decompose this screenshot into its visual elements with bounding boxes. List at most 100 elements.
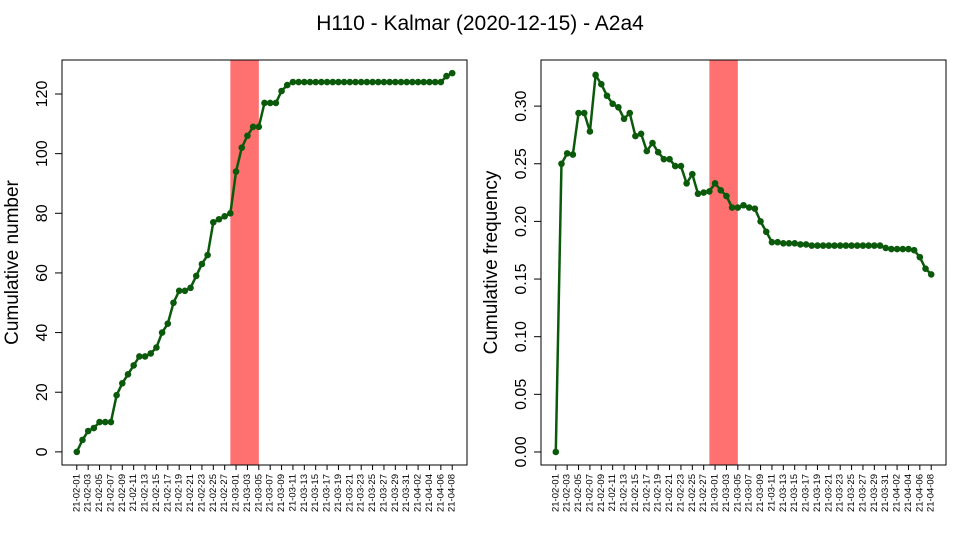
x-tick-label: 21-02-19 (653, 474, 664, 512)
data-point (420, 78, 428, 86)
data-point (831, 242, 838, 249)
x-tick-label: 21-02-01 (550, 474, 561, 512)
data-point (649, 139, 656, 147)
x-tick-label: 21-04-02 (892, 474, 903, 512)
data-point (369, 78, 376, 86)
data-point (757, 218, 764, 225)
data-point (198, 260, 206, 268)
plot-frame (540, 59, 947, 466)
x-tick-label: 21-03-07 (744, 474, 755, 512)
y-tick-label: 40 (34, 324, 51, 342)
x-tick-label: 21-02-17 (162, 474, 173, 512)
x-tick-label: 21-03-11 (287, 474, 298, 511)
x-tick-label: 21-04-08 (447, 474, 458, 512)
data-point (615, 103, 622, 111)
x-tick-label: 21-03-05 (732, 474, 743, 512)
x-tick-label: 21-02-05 (94, 474, 105, 512)
data-point (266, 99, 274, 107)
data-point (90, 424, 98, 432)
data-point (768, 238, 776, 246)
x-tick-label: 21-03-31 (880, 474, 891, 512)
x-tick-label: 21-02-23 (675, 474, 686, 512)
data-point (136, 353, 143, 360)
data-point (227, 209, 234, 217)
data-point (232, 168, 240, 175)
data-point (654, 148, 662, 156)
data-point (261, 99, 268, 107)
data-point (620, 115, 628, 123)
x-tick-label: 21-02-13 (140, 474, 151, 512)
data-point (301, 78, 308, 86)
data-line (75, 72, 453, 453)
data-point (677, 162, 685, 170)
data-point (825, 242, 833, 249)
data-point (374, 78, 382, 86)
x-tick-label: 21-02-15 (151, 474, 162, 512)
data-point (153, 344, 160, 351)
data-point (244, 132, 251, 140)
x-tick-label: 21-02-19 (174, 474, 185, 512)
x-tick-label: 21-03-21 (823, 474, 834, 512)
highlight-band (709, 60, 738, 465)
x-tick-label: 21-02-27 (698, 474, 709, 512)
data-point (671, 162, 679, 170)
data-point (836, 242, 844, 249)
x-tick-label: 21-03-07 (265, 474, 276, 512)
data-point (306, 78, 314, 86)
x-tick-label: 21-03-01 (710, 474, 721, 512)
data-point (780, 240, 787, 247)
data-point (392, 78, 399, 86)
data-point (238, 144, 246, 151)
x-tick-label: 21-04-06 (914, 474, 925, 512)
data-point (751, 205, 759, 213)
data-point (694, 190, 702, 198)
data-point (609, 100, 616, 108)
data-point (335, 78, 342, 86)
y-tick-label: 20 (34, 383, 51, 401)
data-point (340, 78, 348, 86)
x-tick-label: 21-02-11 (128, 474, 139, 511)
x-tick-label: 21-04-04 (903, 474, 914, 512)
data-point (204, 251, 211, 259)
x-tick-label: 21-02-27 (219, 474, 230, 512)
data-point (859, 242, 867, 249)
data-point (785, 240, 793, 247)
data-point (210, 218, 217, 226)
x-tick-label: 21-03-27 (857, 474, 868, 512)
x-tick-label: 21-03-21 (344, 474, 355, 512)
y-tick-label: 0.20 (513, 206, 530, 237)
x-tick-label: 21-03-13 (778, 474, 789, 512)
y-tick-label: 60 (34, 264, 51, 282)
data-point (563, 150, 571, 157)
x-tick-label: 21-02-07 (584, 474, 595, 512)
x-tick-label: 21-03-15 (310, 474, 321, 512)
data-point (711, 180, 719, 187)
data-point (124, 371, 132, 378)
data-point (922, 265, 929, 272)
y-tick-label: 0.10 (513, 321, 530, 352)
data-point (575, 109, 582, 117)
data-point (597, 80, 605, 88)
x-tick-label: 21-02-21 (185, 474, 196, 512)
x-tick-label: 21-02-01 (71, 474, 82, 512)
x-tick-label: 21-03-15 (789, 474, 800, 512)
x-tick-label: 21-03-03 (242, 474, 253, 512)
data-point (740, 201, 747, 209)
data-point (187, 284, 194, 292)
x-tick-label: 21-02-17 (641, 474, 652, 512)
data-point (586, 128, 594, 135)
data-point (107, 418, 115, 426)
x-tick-label: 21-03-09 (755, 474, 766, 512)
x-tick-label: 21-03-05 (253, 474, 264, 512)
data-point (283, 81, 291, 89)
data-point (888, 245, 895, 253)
data-point (403, 78, 411, 86)
data-point (409, 78, 416, 86)
data-point (814, 242, 821, 249)
data-point (426, 78, 433, 86)
y-axis-label: Cumulative frequency (481, 170, 502, 354)
x-tick-label: 21-03-19 (333, 474, 344, 512)
data-point (580, 109, 588, 117)
data-point (592, 71, 599, 79)
data-point (717, 186, 725, 194)
